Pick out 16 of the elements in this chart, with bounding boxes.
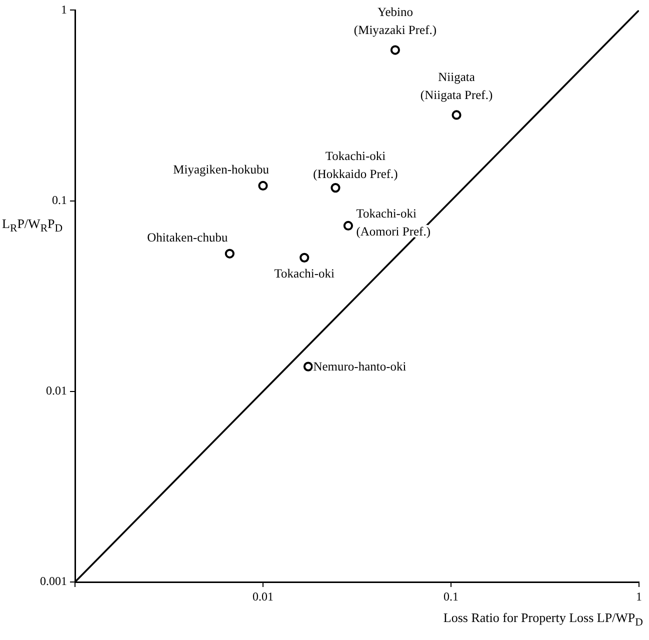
annotation: Tokachi-oki (Hokkaido Pref.) [313, 148, 398, 181]
x-tick-label: 0.01 [252, 589, 274, 604]
annotation: Niigata (Niigata Pref.) [420, 70, 493, 102]
y-tick-label: 0.1 [52, 192, 67, 207]
annotation: Nemuro-hanto-oki [313, 360, 407, 374]
x-axis-title: Loss Ratio for Property Loss LP/WP$_{D}$ [443, 610, 643, 629]
y-tick-label: 1 [61, 2, 67, 16]
annotation: Tokachi-oki [274, 266, 336, 281]
y-tick-label: 0.01 [46, 384, 67, 398]
x-tick-label: 0.1 [444, 589, 458, 604]
annotation: Miyagiken-hokubu [173, 162, 270, 177]
annotation: Yebino (Miyazaki Pref.) [354, 5, 437, 38]
annotation: Ohitaken-chubu [147, 230, 228, 245]
y-tick-label: 0.001 [40, 574, 67, 588]
x-tick-label: 1 [636, 589, 642, 604]
y-axis-title: L$_{R}$P/W$_{R}$P$_{D}$ [2, 216, 63, 237]
